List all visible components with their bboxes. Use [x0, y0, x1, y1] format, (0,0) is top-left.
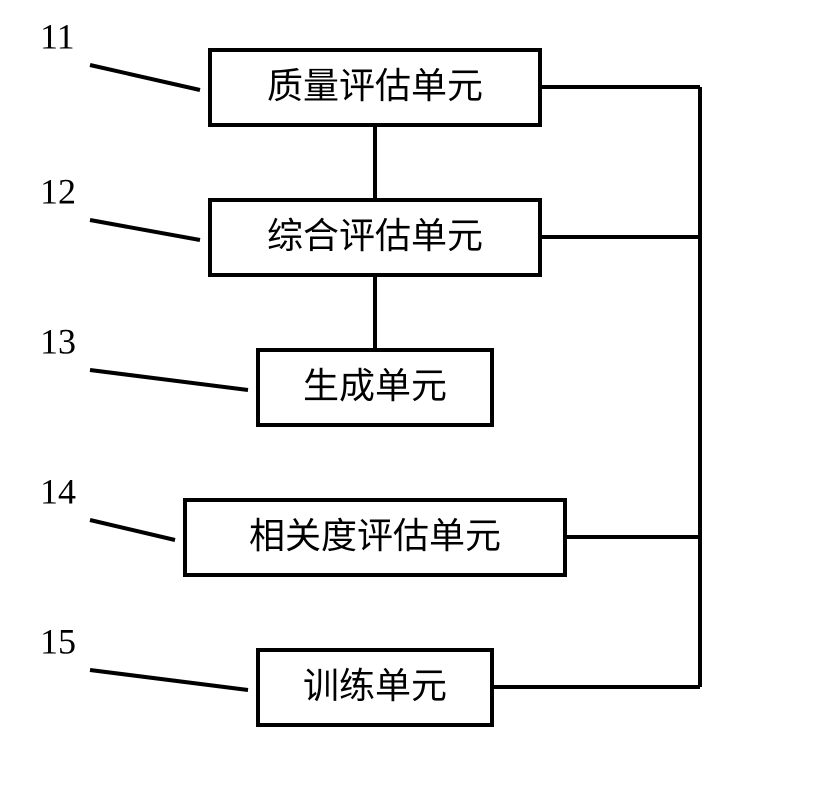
num-15-leader — [90, 670, 248, 690]
num-12: 12 — [40, 171, 76, 211]
num-11: 11 — [40, 16, 75, 56]
num-12-leader — [90, 220, 200, 240]
box-13-label: 生成单元 — [303, 366, 447, 406]
block-diagram: 质量评估单元综合评估单元生成单元相关度评估单元训练单元 11 12 13 14 15 — [0, 0, 815, 808]
box-14-label: 相关度评估单元 — [249, 516, 501, 556]
num-13: 13 — [40, 321, 76, 361]
num-11-leader — [90, 65, 200, 90]
box-15-label: 训练单元 — [303, 666, 447, 706]
box-11-label: 质量评估单元 — [267, 66, 483, 106]
num-14: 14 — [40, 471, 76, 511]
num-14-leader — [90, 520, 175, 540]
box-12-label: 综合评估单元 — [267, 216, 483, 256]
num-13-leader — [90, 370, 248, 390]
num-15: 15 — [40, 621, 76, 661]
